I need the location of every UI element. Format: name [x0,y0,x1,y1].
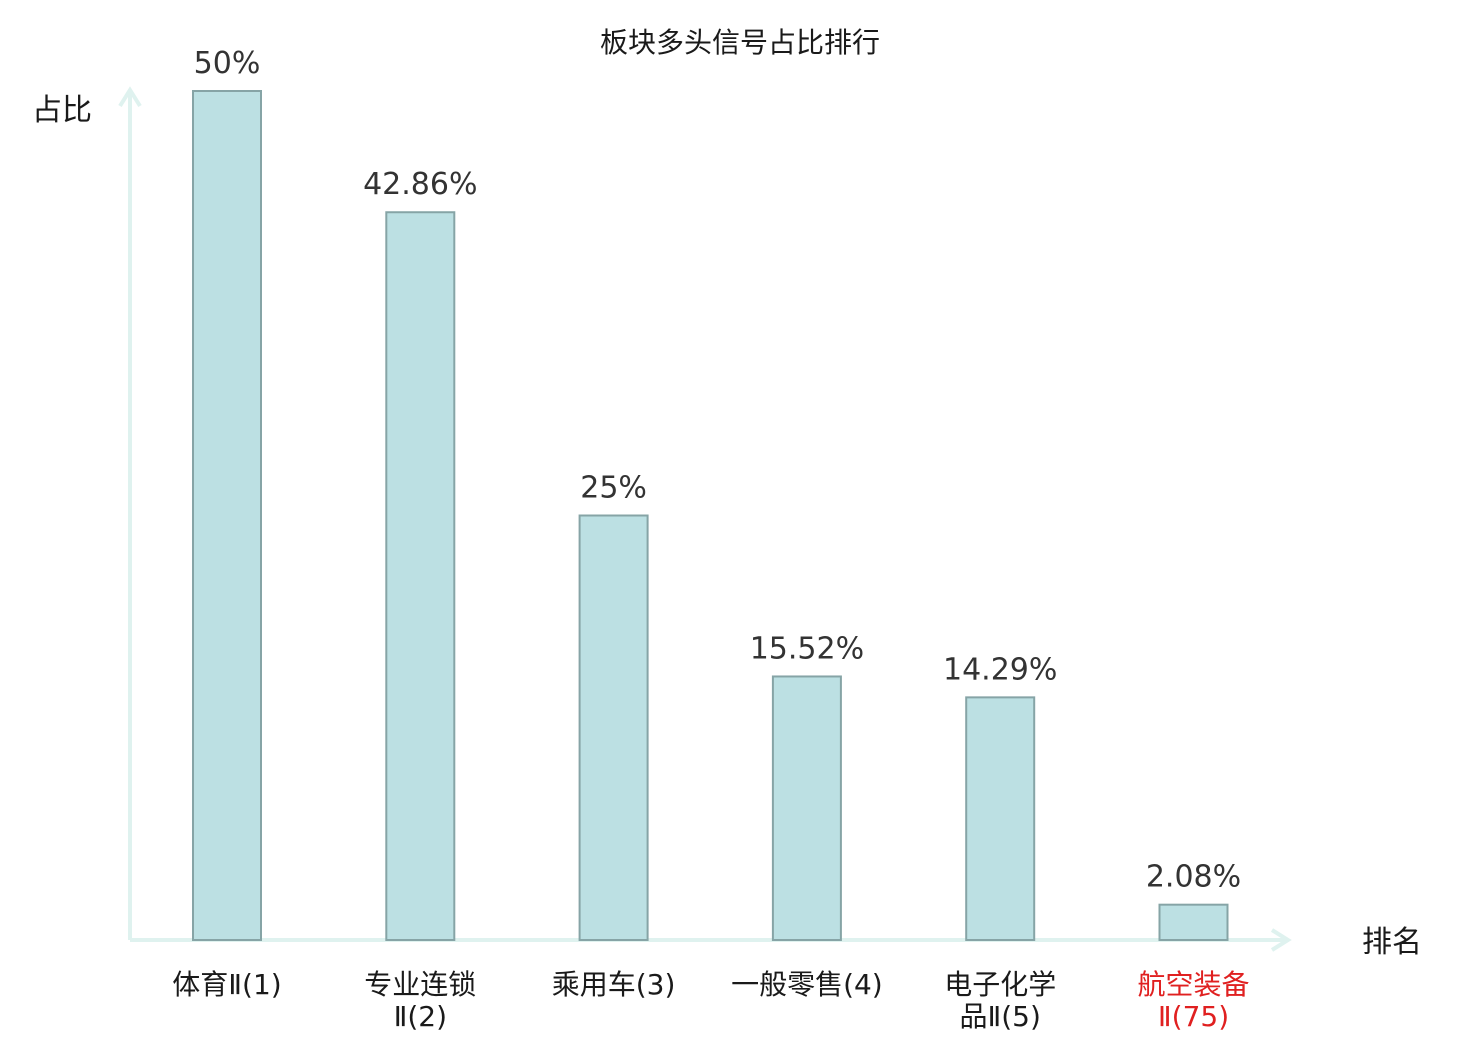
bar [771,675,842,941]
bar [192,90,262,941]
value-label: 50% [194,46,261,81]
chart-title: 板块多头信号占比排行 [600,26,880,59]
category-label: 电子化学品Ⅱ(5) [944,968,1056,1033]
y-axis-label: 占比 [32,93,92,128]
value-label: 15.52% [750,631,864,666]
y-axis-arrow [118,86,142,108]
category-label: 专业连锁 Ⅱ(2) [364,968,476,1033]
category-label-line: Ⅱ(2) [394,1000,447,1033]
value-label: 14.29% [943,652,1057,687]
value-label: 42.86% [363,167,477,202]
category-labels-group: 体育Ⅱ(1) 专业连锁 Ⅱ(2) 乘用车(3) 一般零售(4) 电子化学品Ⅱ(5) 航空装备… [172,968,1249,1033]
axes [118,86,1292,952]
category-label-line: 一般零售(4) [731,968,883,1001]
category-label-line: 航空装备 [1137,968,1249,1001]
x-axis-label: 排名 [1362,925,1422,960]
category-label-line: 体育Ⅱ(1) [172,968,281,1001]
category-label-line: 电子化学 [944,968,1056,1001]
category-label-line: Ⅱ(75) [1158,1000,1229,1033]
x-axis-arrow [1270,928,1292,952]
value-labels-group: 50% 42.86% 25% 15.52% 14.29% 2.08% [194,46,1242,895]
category-label: 体育Ⅱ(1) [172,968,281,1001]
value-label: 2.08% [1146,860,1241,895]
bar [385,211,456,942]
bars-group [192,90,1229,942]
category-label-line: 乘用车(3) [552,968,676,1001]
bar [965,696,1036,941]
bar [1158,903,1229,941]
category-label-line: 专业连锁 [364,968,476,1001]
category-label: 乘用车(3) [552,968,676,1001]
value-label: 25% [580,471,647,506]
bar [578,514,649,941]
category-label: 航空装备 Ⅱ(75) [1137,968,1249,1033]
category-label-line: 品Ⅱ(5) [959,1000,1040,1033]
category-label: 一般零售(4) [731,968,883,1001]
